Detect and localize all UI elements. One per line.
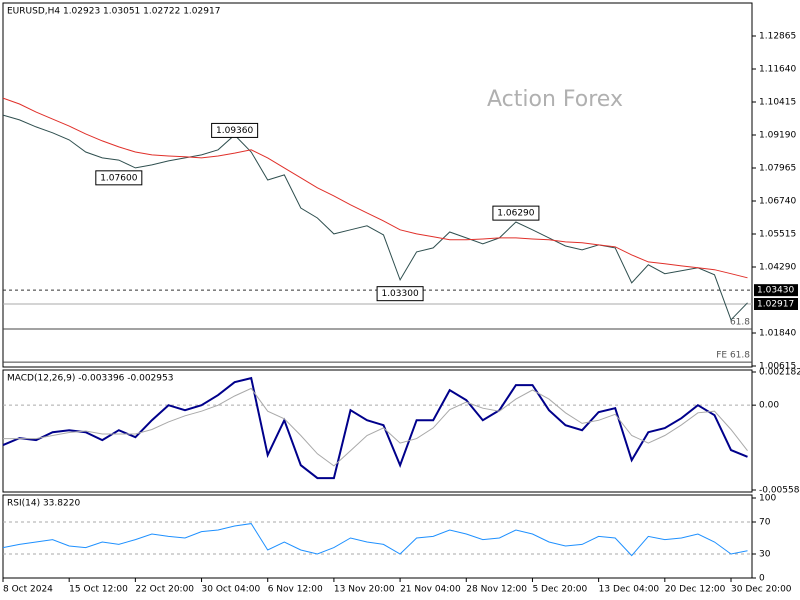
panel-title: EURUSD,H4 1.02923 1.03051 1.02722 1.0291… (7, 7, 220, 17)
series-line (2, 97, 748, 279)
x-tick-label: 13 Dec 04:00 (599, 585, 660, 595)
x-tick-label: 5 Dec 20:00 (532, 585, 587, 595)
y-tick-label: 1.07965 (759, 164, 796, 174)
y-tick-label: 1.00615 (759, 362, 796, 372)
y-tick-label: 30 (759, 550, 771, 560)
watermark: Action Forex (487, 87, 623, 112)
x-tick-label: 28 Nov 12:00 (466, 585, 527, 595)
y-tick-label: 1.06740 (759, 197, 796, 207)
y-tick-label: 1.04290 (759, 263, 796, 273)
panel-title: MACD(12,26,9) -0.003396 -0.002953 (7, 374, 173, 384)
y-tick-label: 1.01840 (759, 329, 796, 339)
panel-frame (2, 369, 753, 493)
y-tick-label: 0.00 (759, 401, 779, 411)
x-tick-label: 30 Oct 04:00 (202, 585, 261, 595)
annotation-label: 1.07600 (100, 173, 137, 183)
annotation-box (492, 205, 540, 221)
price-tag (754, 284, 798, 297)
annotation-box (211, 122, 259, 138)
y-tick-label: 1.10415 (759, 98, 796, 108)
x-tick-label: 6 Nov 12:00 (268, 585, 323, 595)
annotation-box (376, 286, 424, 302)
price-tag-label: 1.03430 (757, 286, 794, 296)
panel-frame (2, 494, 753, 579)
panel-frame (2, 2, 753, 368)
y-tick-label: 1.12865 (759, 32, 796, 42)
x-tick-label: 20 Dec 12:00 (665, 585, 726, 595)
y-tick-label: 1.05515 (759, 230, 796, 240)
y-tick-label: 0 (759, 574, 765, 584)
y-tick-label: 0.002182 (759, 368, 800, 378)
x-tick-label: 30 Dec 20:00 (731, 585, 792, 595)
series-line (3, 387, 748, 467)
y-tick-label: 70 (759, 518, 771, 528)
y-tick-label: -0.005584 (759, 486, 800, 496)
x-tick-label: 8 Oct 2024 (3, 585, 53, 595)
y-tick-label: 1.11640 (759, 65, 796, 75)
x-tick-label: 22 Oct 20:00 (135, 585, 194, 595)
price-tag-label: 1.02917 (757, 299, 794, 309)
annotation-label: 1.06290 (497, 209, 534, 219)
series-line (2, 523, 748, 557)
annotation-label: 1.09360 (216, 126, 253, 136)
annotation-box (95, 170, 143, 186)
x-tick-label: 15 Oct 12:00 (69, 585, 128, 595)
x-tick-label: 13 Nov 20:00 (334, 585, 395, 595)
panel-title: RSI(14) 33.8220 (7, 499, 80, 509)
price-tag (754, 297, 798, 310)
y-tick-label: 100 (759, 494, 776, 504)
fibo-label: 61.8 (730, 317, 750, 327)
annotation-label: 1.03300 (381, 289, 418, 299)
fibo-label: FE 61.8 (716, 351, 750, 361)
y-tick-label: 1.09190 (759, 131, 796, 141)
x-tick-label: 21 Nov 04:00 (400, 585, 461, 595)
series-line (2, 114, 748, 321)
